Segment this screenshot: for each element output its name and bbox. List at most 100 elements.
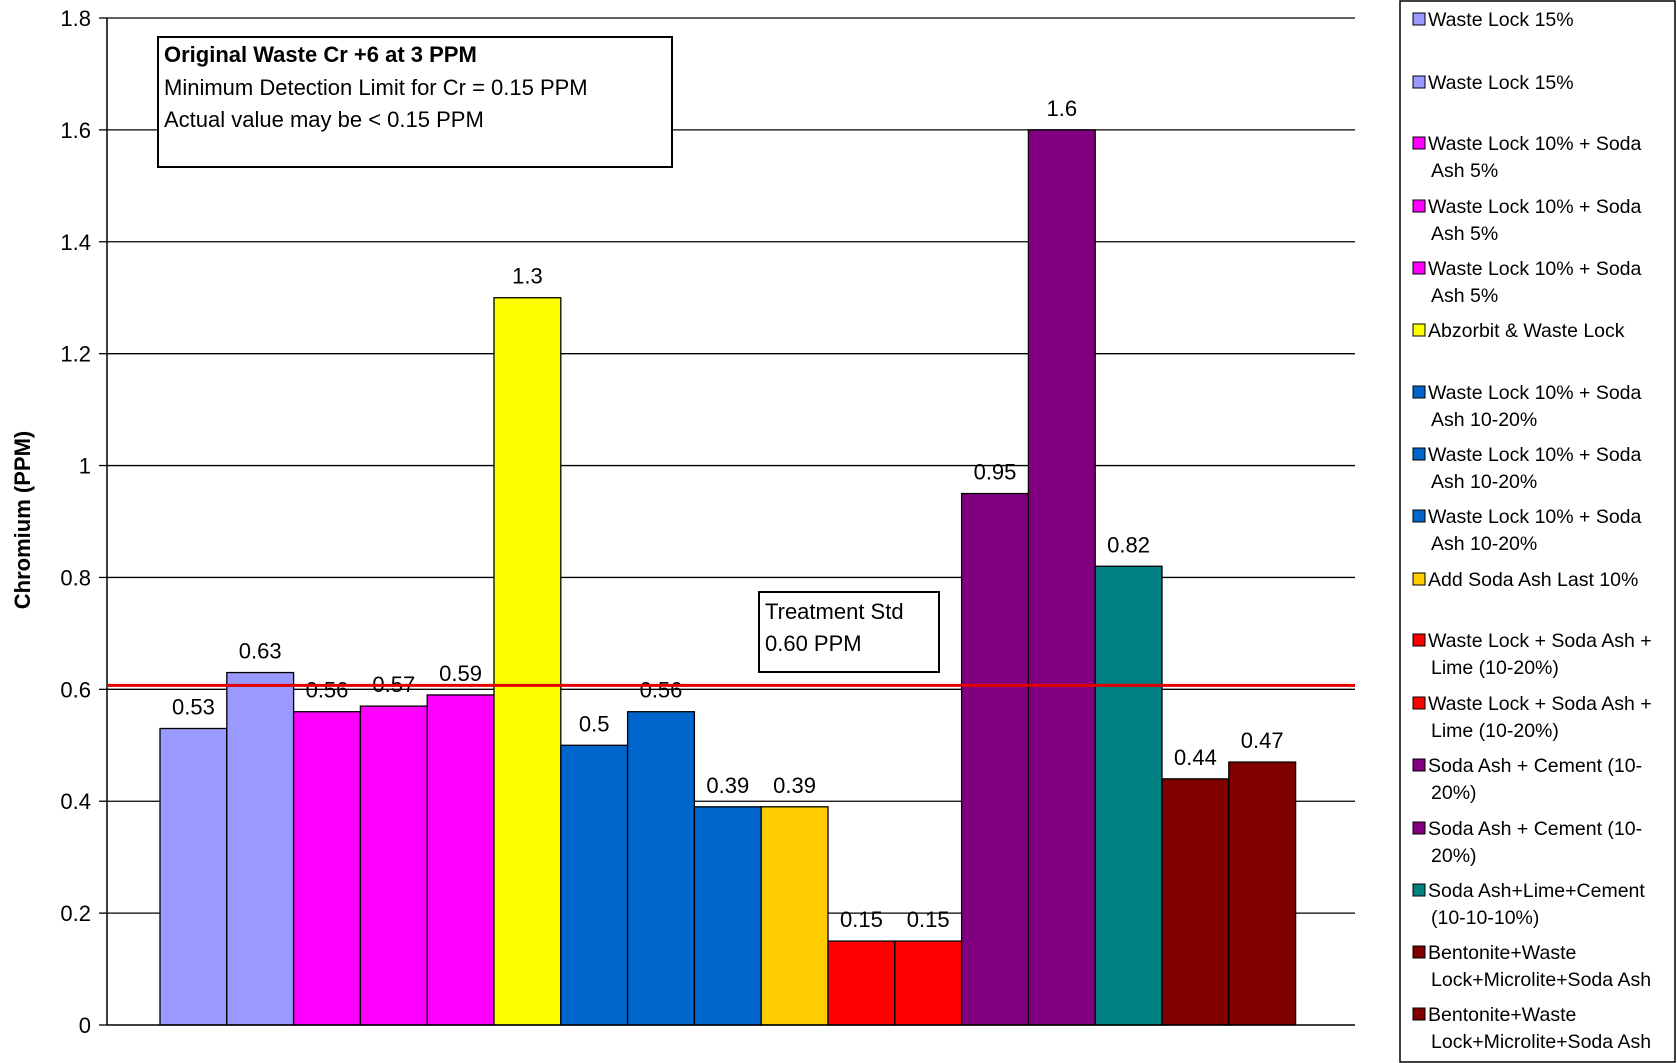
y-tick-label: 0.4: [60, 789, 91, 814]
legend-label: Ash 5%: [1431, 160, 1498, 182]
legend-label: Lock+Microlite+Soda Ash: [1431, 969, 1651, 991]
legend-swatch: [1412, 12, 1426, 26]
bar: [426, 694, 495, 1026]
bar: [226, 671, 295, 1026]
legend-swatch: [1412, 385, 1426, 399]
data-label: 0.44: [1174, 745, 1217, 770]
y-tick-label: 0.2: [60, 901, 91, 926]
legend-swatch: [1412, 696, 1426, 710]
bar: [1094, 565, 1163, 1026]
y-tick-label: 1.4: [60, 230, 91, 255]
legend-label: Abzorbit & Waste Lock: [1428, 320, 1625, 342]
bar: [292, 711, 362, 1026]
treatment-std-box: Treatment Std 0.60 PPM: [758, 591, 940, 673]
legend-label: Ash 5%: [1431, 223, 1498, 245]
bar: [560, 744, 629, 1026]
data-label: 0.39: [773, 773, 816, 798]
legend-label: Waste Lock + Soda Ash +: [1428, 630, 1652, 652]
data-label: 0.39: [706, 773, 749, 798]
legend-swatch: [1412, 821, 1426, 835]
bar: [626, 711, 696, 1026]
legend-label: Ash 10-20%: [1431, 409, 1537, 431]
legend-swatch: [1412, 447, 1426, 461]
legend-label: Bentonite+Waste: [1428, 942, 1576, 964]
legend-swatch: [1412, 572, 1426, 586]
legend-label: (10-10-10%): [1431, 907, 1539, 929]
y-tick-label: 1.8: [60, 6, 91, 31]
treatment-std-line-1: Treatment Std: [765, 599, 904, 624]
bar: [159, 727, 228, 1026]
data-label: 0.56: [306, 678, 349, 703]
y-tick-labels: 0 0.2 0.4 0.6 0.8 1 1.2 1.4 1.6 1.8: [60, 6, 107, 1038]
legend-swatch: [1412, 261, 1426, 275]
y-tick-label: 1: [79, 454, 91, 479]
legend-label: Waste Lock 15%: [1428, 9, 1574, 31]
legend-label: 20%): [1431, 845, 1477, 867]
y-tick-label: 0.8: [60, 565, 91, 590]
data-label: 0.95: [974, 460, 1017, 485]
bar: [493, 297, 562, 1026]
bar: [894, 940, 963, 1026]
data-label: 0.53: [172, 694, 215, 719]
bar: [960, 492, 1030, 1026]
legend-label: 20%): [1431, 782, 1477, 804]
legend-swatch: [1412, 883, 1426, 897]
legend-label: Waste Lock 15%: [1428, 72, 1574, 94]
bar: [693, 806, 762, 1026]
legend-swatch: [1412, 633, 1426, 647]
legend-label: Waste Lock 10% + Soda: [1428, 258, 1642, 280]
y-tick-label: 1.6: [60, 118, 91, 143]
bar: [760, 806, 829, 1026]
legend-label: Ash 10-20%: [1431, 533, 1537, 555]
legend-label: Waste Lock 10% + Soda: [1428, 444, 1642, 466]
info-annotation-box: Original Waste Cr +6 at 3 PPM Minimum De…: [157, 36, 673, 168]
data-label: 0.15: [840, 907, 883, 932]
legend-label: Ash 10-20%: [1431, 471, 1537, 493]
bar: [827, 940, 896, 1026]
legend-label: Soda Ash + Cement (10-: [1428, 818, 1642, 840]
legend-label: Bentonite+Waste: [1428, 1004, 1576, 1026]
data-label: 0.56: [640, 678, 683, 703]
legend-label: Add Soda Ash Last 10%: [1428, 569, 1638, 591]
legend-swatch: [1412, 75, 1426, 89]
legend-label: Waste Lock 10% + Soda: [1428, 133, 1642, 155]
legend-swatch: [1412, 945, 1426, 959]
data-label: 1.6: [1047, 96, 1078, 121]
legend-label: Soda Ash + Cement (10-: [1428, 755, 1642, 777]
y-tick-label: 1.2: [60, 342, 91, 367]
info-title: Original Waste Cr +6 at 3 PPM: [164, 42, 477, 67]
legend-label: Waste Lock 10% + Soda: [1428, 506, 1642, 528]
data-label: 1.3: [512, 264, 543, 289]
bars: [159, 129, 1297, 1026]
bar: [1228, 761, 1297, 1026]
y-tick-label: 0: [79, 1013, 91, 1038]
info-line-1: Minimum Detection Limit for Cr = 0.15 PP…: [164, 75, 588, 100]
y-axis-label: Chromium (PPM): [10, 431, 35, 609]
data-label: 0.63: [239, 639, 282, 664]
treatment-std-line-2: 0.60 PPM: [765, 631, 862, 656]
legend-label: Ash 5%: [1431, 285, 1498, 307]
data-labels: 0.530.630.56 0.57 0.591.30.50.560.39 0.390.…: [172, 96, 1284, 932]
legend-label: Soda Ash+Lime+Cement: [1428, 880, 1645, 902]
legend-swatch: [1412, 509, 1426, 523]
info-line-2: Actual value may be < 0.15 PPM: [164, 107, 484, 132]
legend-label: Waste Lock + Soda Ash +: [1428, 693, 1652, 715]
legend-label: Waste Lock 10% + Soda: [1428, 382, 1642, 404]
data-label: 0.5: [579, 711, 610, 736]
legend-swatch: [1412, 136, 1426, 150]
legend-label: Lock+Microlite+Soda Ash: [1431, 1031, 1651, 1053]
legend-swatch: [1412, 323, 1426, 337]
bar: [1027, 129, 1096, 1026]
legend: Waste Lock 15% Waste Lock 15% Waste Lock 1…: [1399, 0, 1676, 1063]
y-tick-label: 0.6: [60, 677, 91, 702]
data-label: 0.47: [1241, 728, 1284, 753]
legend-swatch: [1412, 758, 1426, 772]
legend-label: Waste Lock 10% + Soda: [1428, 196, 1642, 218]
legend-swatch: [1412, 199, 1426, 213]
legend-swatch: [1412, 1007, 1426, 1021]
legend-label: Lime (10-20%): [1431, 720, 1559, 742]
bar: [1161, 778, 1230, 1026]
data-label: 0.15: [907, 907, 950, 932]
data-label: 0.82: [1107, 532, 1150, 557]
